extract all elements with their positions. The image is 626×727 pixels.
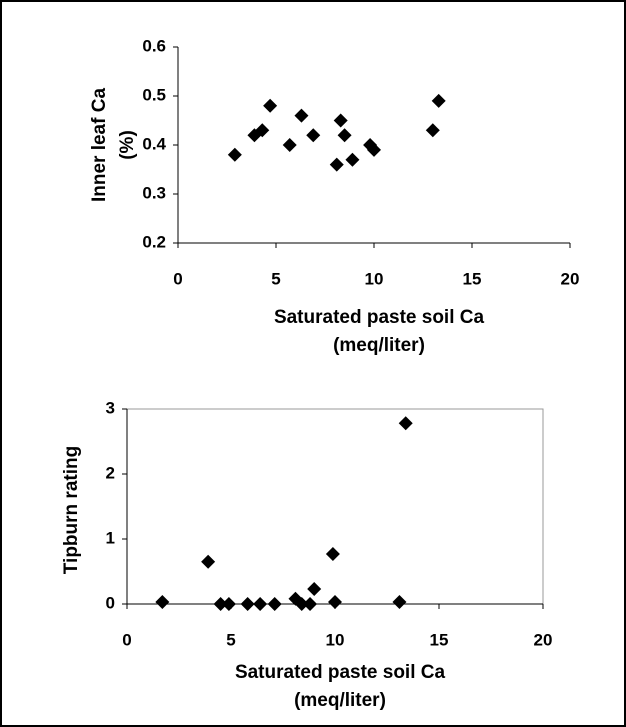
marker [328, 595, 342, 610]
x-tick-label: 5 [226, 630, 235, 649]
y-axis-label: Inner leaf Ca [89, 88, 110, 202]
y-tick-label: 0.5 [142, 85, 166, 104]
y-tick-label: 3 [106, 398, 115, 417]
x-tick-label: 20 [561, 269, 580, 288]
marker [345, 152, 360, 167]
y-tick-label: 0.4 [142, 134, 166, 153]
y-tick-label: 1 [106, 528, 115, 547]
y-tick-label: 0 [106, 593, 115, 612]
y-axis-label: Tipburn rating [61, 446, 82, 574]
marker [306, 128, 321, 143]
y-tick-label: 0.3 [142, 183, 166, 202]
x-axis-label: (meq/liter) [294, 690, 386, 711]
marker [213, 597, 228, 611]
marker [267, 597, 282, 611]
marker [325, 546, 340, 561]
marker [303, 597, 318, 611]
marker [337, 128, 352, 143]
x-tick-label: 15 [463, 269, 482, 288]
x-axis-label: Saturated paste soil Ca [274, 307, 485, 328]
x-tick-label: 10 [326, 630, 345, 649]
marker [398, 416, 413, 431]
marker [240, 597, 255, 611]
marker [221, 597, 236, 611]
marker [329, 157, 344, 172]
x-tick-label: 0 [122, 630, 131, 649]
marker [253, 597, 268, 611]
y-tick-label: 0.2 [142, 232, 166, 251]
marker [201, 554, 216, 569]
marker [425, 123, 440, 138]
marker [282, 138, 297, 152]
marker [255, 123, 270, 138]
marker [307, 582, 322, 597]
marker [263, 98, 278, 113]
marker [367, 142, 381, 157]
x-tick-label: 20 [534, 630, 553, 649]
x-tick-label: 15 [430, 630, 449, 649]
x-axis-label: (meq/liter) [333, 335, 425, 356]
marker [294, 597, 309, 611]
marker [431, 93, 446, 108]
x-tick-label: 5 [271, 269, 280, 288]
x-tick-label: 0 [173, 269, 182, 288]
x-tick-label: 10 [365, 269, 384, 288]
marker [227, 147, 242, 162]
marker [294, 108, 309, 123]
marker [392, 595, 407, 610]
marker [155, 595, 170, 610]
y-tick-label: 2 [106, 463, 115, 482]
x-axis-label: Saturated paste soil Ca [235, 662, 446, 683]
y-axis-label: (%) [117, 130, 138, 160]
marker [333, 113, 348, 128]
y-tick-label: 0.6 [142, 36, 166, 55]
